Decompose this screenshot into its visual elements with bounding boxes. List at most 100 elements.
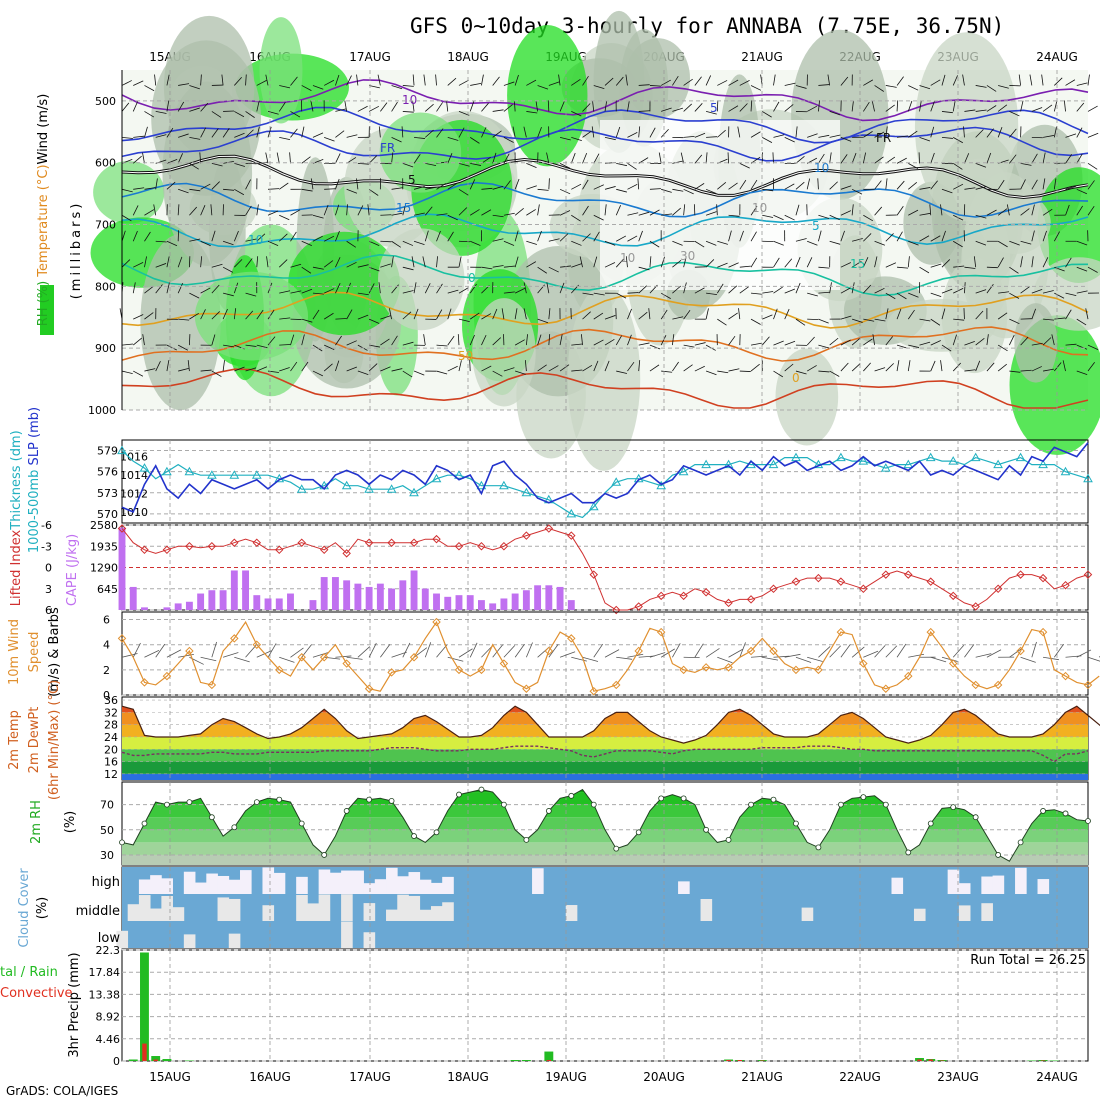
wind-barb — [1085, 308, 1089, 320]
wind-barb — [422, 256, 426, 268]
cloud-gap — [296, 876, 308, 894]
wind-barb-10m — [155, 643, 166, 658]
wind-barb — [279, 136, 291, 141]
wind-barb — [323, 204, 329, 216]
wind-barb — [784, 308, 790, 320]
wind-barb — [312, 370, 324, 377]
wind-barb — [335, 283, 341, 294]
wind-barb — [189, 107, 200, 112]
wind-barb — [896, 360, 900, 372]
contour-label: 50 — [458, 349, 473, 363]
wind-barb — [458, 127, 465, 138]
wind-barb — [178, 83, 190, 86]
cloud-gap — [240, 870, 252, 894]
wind-barb — [784, 340, 796, 346]
cloud-gap — [318, 869, 331, 894]
wind-barb — [492, 214, 504, 218]
wind-barb — [750, 179, 758, 190]
wind-barb — [368, 240, 380, 246]
wind-barb — [638, 342, 650, 346]
wind-barb — [930, 263, 942, 268]
rh-marker — [837, 801, 844, 808]
wind-barb — [133, 80, 144, 86]
wind-barb — [357, 314, 369, 320]
wind-barb — [840, 230, 845, 242]
wind-barb — [560, 265, 572, 268]
wind-barb — [323, 79, 335, 86]
wind-barb — [638, 311, 648, 320]
wind-barb — [1020, 336, 1029, 346]
wind-barb — [907, 256, 910, 268]
temp-band — [122, 724, 1088, 737]
rh-marker — [411, 833, 417, 839]
wind-barb — [795, 370, 807, 375]
thickness-marker — [229, 470, 240, 479]
wind-barb — [919, 85, 931, 90]
wind-barb — [481, 209, 492, 216]
freezing-line-core — [121, 155, 1089, 199]
wind-barb — [874, 240, 885, 246]
cloud-gap — [958, 905, 971, 921]
wind-barb — [469, 312, 480, 320]
wind-barb — [694, 103, 703, 112]
rh-shade — [194, 271, 309, 361]
temp-band — [122, 736, 1088, 750]
wind-marker — [432, 617, 441, 627]
wind-barb — [907, 360, 911, 372]
wind-barb-10m — [211, 641, 217, 658]
wind-barb — [637, 178, 640, 190]
wind-barb — [200, 205, 206, 216]
wind-marker — [454, 665, 464, 675]
temp-band — [122, 761, 1088, 774]
wind-barb — [604, 262, 616, 268]
wind-barb — [423, 74, 426, 86]
wind-marker — [1016, 646, 1025, 656]
thickness-marker — [184, 466, 195, 476]
wind-barb — [582, 205, 589, 216]
wind-barb — [1020, 369, 1032, 372]
wind-barb — [222, 266, 233, 273]
lifted-marker — [275, 545, 284, 555]
wind-barb — [523, 282, 527, 294]
wind-barb — [189, 163, 199, 170]
wind-barb-10m — [1020, 656, 1036, 663]
convective-bar — [546, 1060, 552, 1061]
wind-barb — [402, 204, 407, 216]
thickness-marker — [296, 484, 307, 493]
wind-barb — [279, 290, 291, 294]
wind-barb — [582, 179, 589, 190]
wind-barb — [177, 153, 183, 164]
wind-barb — [1087, 266, 1098, 273]
wind-barb — [492, 370, 503, 377]
wind-barb — [739, 286, 749, 294]
wind-barb-10m — [256, 650, 272, 658]
wind-barb — [503, 104, 513, 112]
wind-barb — [963, 126, 965, 138]
wind-marker — [140, 678, 149, 687]
wind-barb — [616, 370, 628, 374]
wind-barb — [871, 100, 875, 112]
lifted-marker — [387, 538, 396, 547]
wind-barb — [223, 188, 235, 191]
wind-barb — [245, 205, 252, 216]
wind-barb — [964, 187, 976, 190]
wind-marker — [185, 646, 194, 656]
wind-barb — [256, 256, 259, 268]
wind-barb — [492, 185, 504, 190]
wind-barb — [1031, 366, 1042, 372]
wind-barb — [795, 282, 801, 294]
wind-barb — [571, 369, 583, 372]
wind-barb — [874, 85, 885, 92]
wind-barb — [144, 187, 156, 190]
wind-barb — [1076, 127, 1083, 138]
wind-barb — [1031, 179, 1038, 190]
cloud-gap — [217, 875, 230, 894]
wind-barb — [683, 188, 694, 195]
wind-barb — [470, 82, 482, 86]
rh-marker — [815, 844, 822, 851]
wind-barb — [683, 135, 695, 138]
wind-barb-10m — [548, 644, 559, 658]
wind-barb — [717, 182, 727, 190]
cape-tick: 1290 — [90, 562, 118, 575]
